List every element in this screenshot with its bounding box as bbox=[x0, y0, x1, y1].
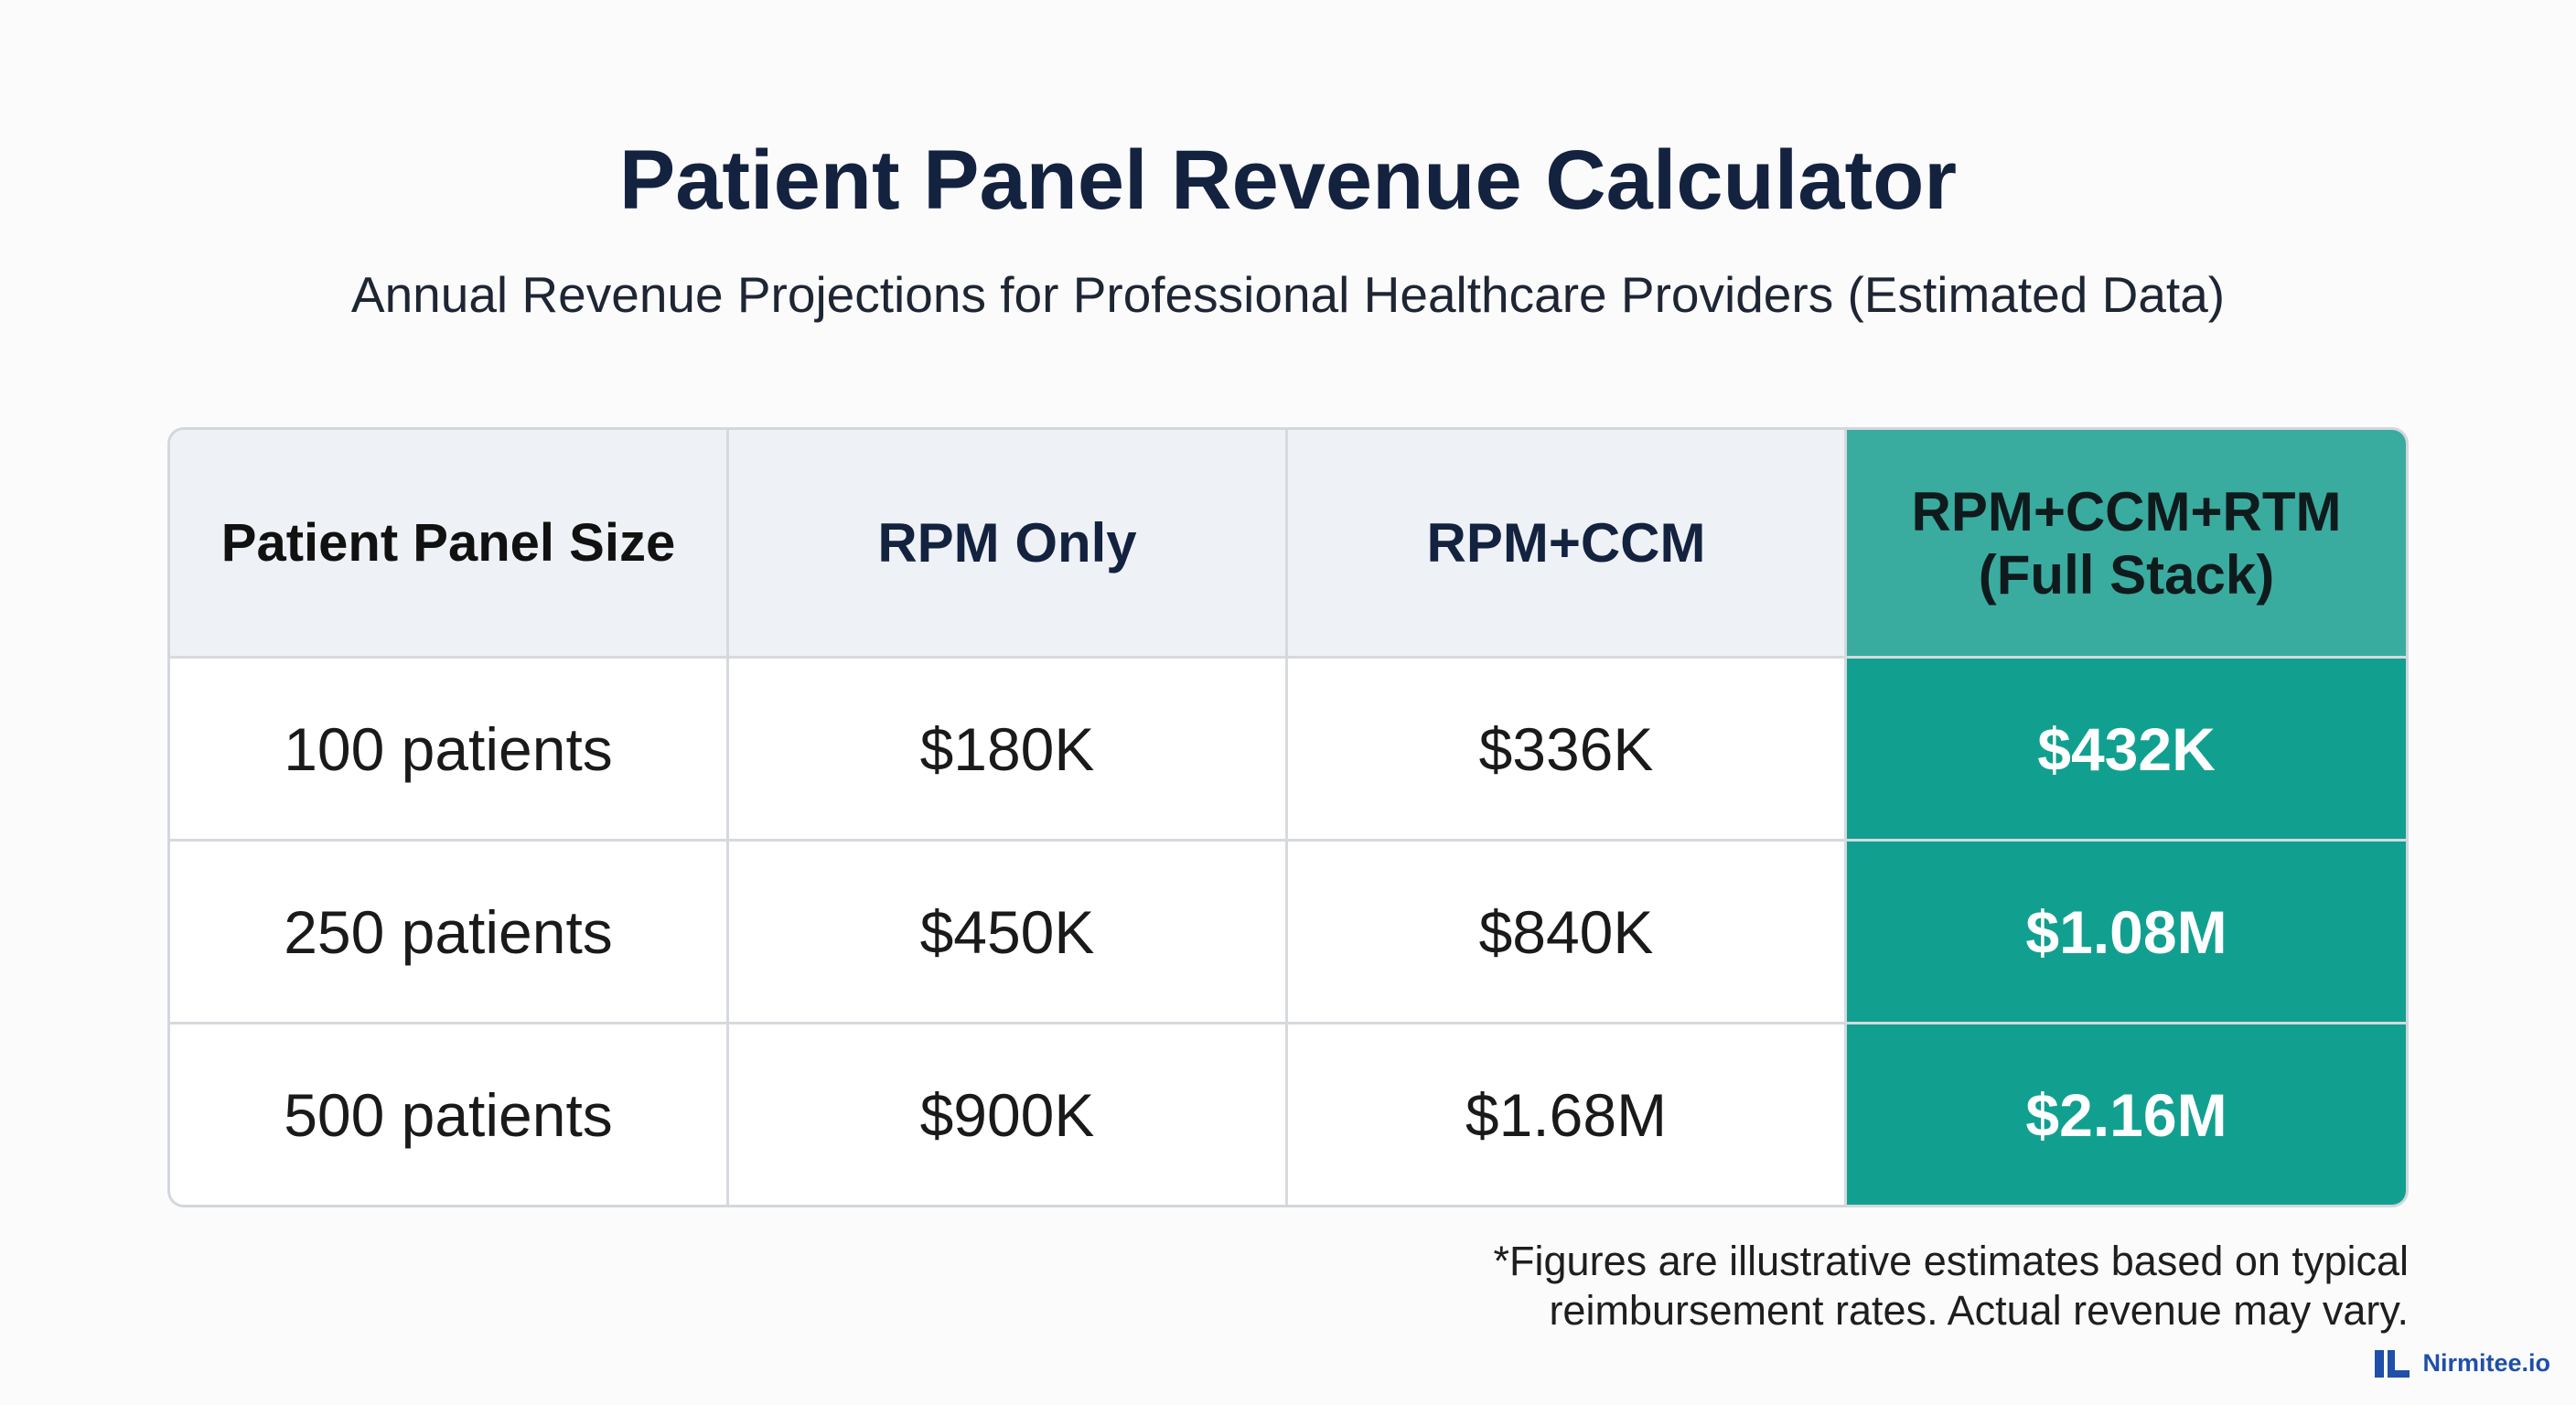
column-header: RPM Only bbox=[729, 430, 1288, 659]
revenue-cell: $336K bbox=[1288, 659, 1847, 842]
footnote-line: *Figures are illustrative estimates base… bbox=[1493, 1238, 2409, 1284]
logo-icon bbox=[2375, 1350, 2410, 1378]
footnote: *Figures are illustrative estimates base… bbox=[1494, 1237, 2409, 1335]
revenue-cell: $840K bbox=[1288, 842, 1847, 1024]
revenue-table: Patient Panel Size RPM Only RPM+CCM RPM+CCM… bbox=[167, 427, 2409, 1207]
header-row: Patient Panel Size RPM Only RPM+CCM RPM+CCM… bbox=[170, 430, 2406, 659]
subtitle: Annual Revenue Projections for Professio… bbox=[350, 266, 2226, 323]
revenue-cell: $1.68M bbox=[1288, 1024, 1847, 1205]
title: Patient Panel Revenue Calculator bbox=[618, 134, 1958, 227]
logo-text: Nirmitee.io bbox=[2422, 1348, 2550, 1377]
header-line: RPM+CCM+RTM bbox=[1911, 480, 2342, 542]
header-line: (Full Stack) bbox=[1978, 543, 2275, 606]
table-row: 100 patients $180K $336K $432K bbox=[170, 659, 2406, 842]
revenue-cell: $450K bbox=[729, 842, 1288, 1024]
column-header: Patient Panel Size bbox=[170, 430, 729, 659]
row-label: 500 patients bbox=[170, 1024, 729, 1205]
table-row: 250 patients $450K $840K $1.08M bbox=[170, 842, 2406, 1024]
table-row: 500 patients $900K $1.68M $2.16M bbox=[170, 1024, 2406, 1205]
revenue-cell: $900K bbox=[729, 1024, 1288, 1205]
table-head: Patient Panel Size RPM Only RPM+CCM RPM+CCM… bbox=[170, 430, 2406, 659]
footnote-line: reimbursement rates. Actual revenue may … bbox=[1549, 1287, 2409, 1334]
logo: Nirmitee.io bbox=[2375, 1346, 2550, 1379]
revenue-cell: $432K bbox=[1847, 659, 2406, 842]
row-label: 100 patients bbox=[170, 659, 729, 842]
revenue-cell: $180K bbox=[729, 659, 1288, 842]
table-body: 100 patients $180K $336K $432K 250 patients $… bbox=[170, 659, 2406, 1205]
column-header: RPM+CCM+RTM (Full Stack) bbox=[1847, 430, 2406, 659]
revenue-cell: $1.08M bbox=[1847, 842, 2406, 1024]
revenue-cell: $2.16M bbox=[1847, 1024, 2406, 1205]
row-label: 250 patients bbox=[170, 842, 729, 1024]
column-header: RPM+CCM bbox=[1288, 430, 1847, 659]
